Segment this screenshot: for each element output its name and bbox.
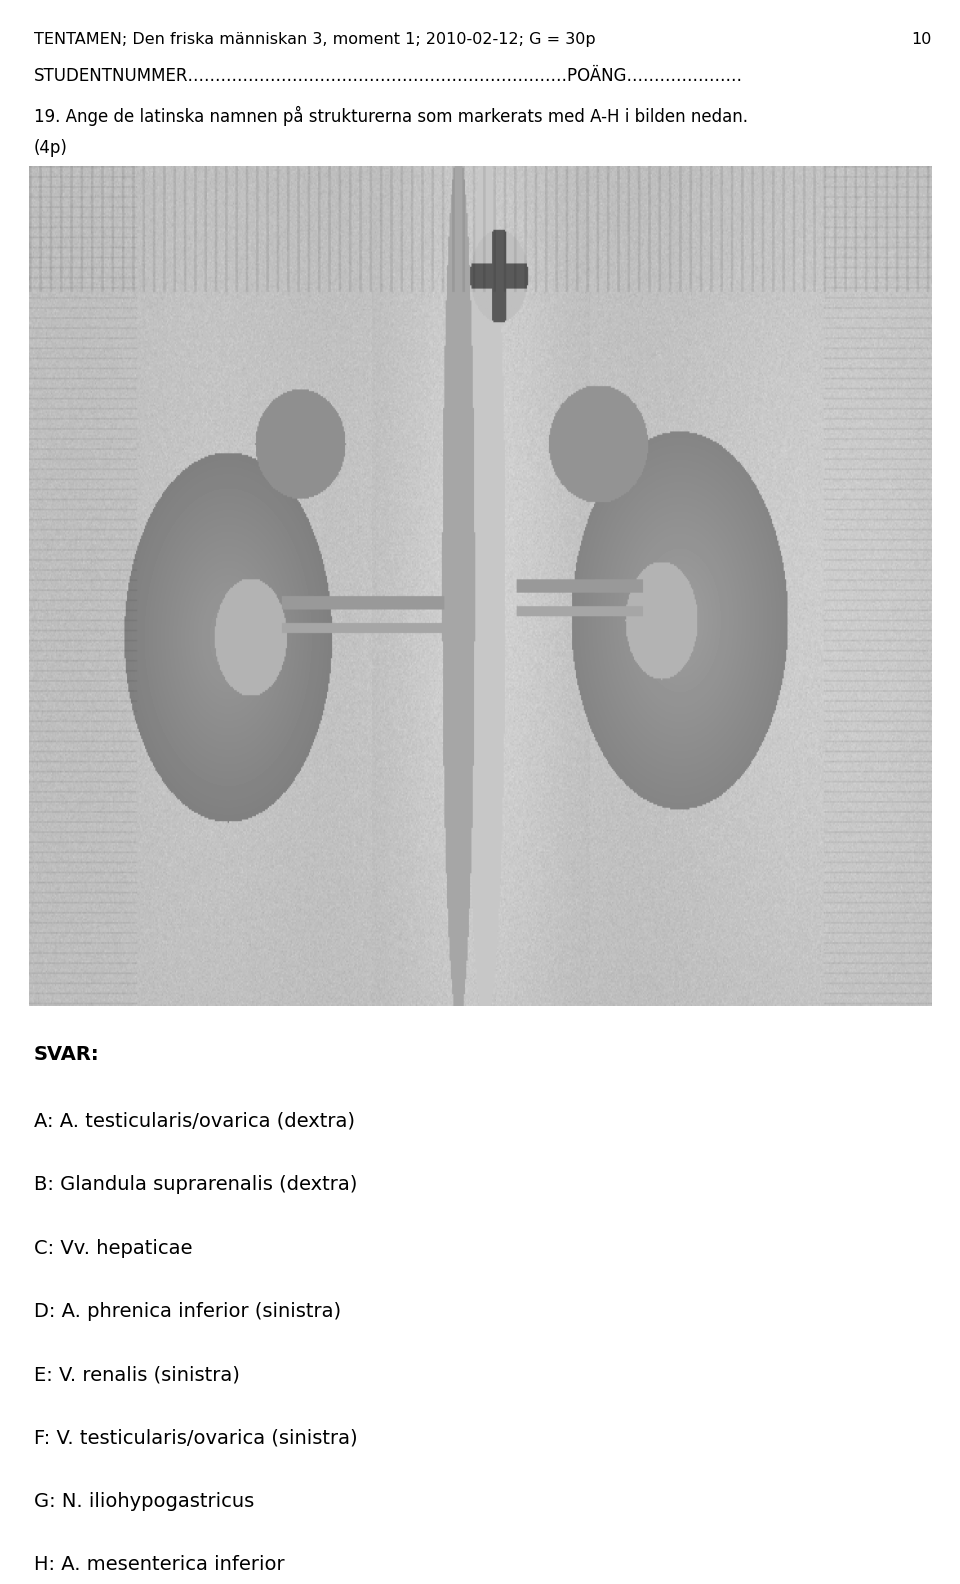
Text: B: B (62, 217, 82, 242)
Text: G: G (863, 586, 884, 611)
Text: D: D (863, 304, 884, 329)
Text: 19. Ange de latinska namnen på strukturerna som markerats med A-H i bilden nedan: 19. Ange de latinska namnen på strukture… (34, 106, 748, 127)
Text: H: H (863, 687, 884, 713)
Text: D: A. phrenica inferior (sinistra): D: A. phrenica inferior (sinistra) (34, 1302, 341, 1321)
Text: STUDENTNUMMER……………………………………………………………POÄNG…………………: STUDENTNUMMER……………………………………………………………POÄN… (34, 67, 743, 84)
Text: F: F (865, 489, 882, 515)
Text: F: V. testicularis/ovarica (sinistra): F: V. testicularis/ovarica (sinistra) (34, 1429, 357, 1448)
Text: B: Glandula suprarenalis (dextra): B: Glandula suprarenalis (dextra) (34, 1175, 357, 1194)
Text: G: N. iliohypogastricus: G: N. iliohypogastricus (34, 1492, 253, 1511)
Text: H: A. mesenterica inferior: H: A. mesenterica inferior (34, 1555, 284, 1574)
Text: E: E (865, 391, 882, 417)
Text: SVAR:: SVAR: (34, 1045, 99, 1064)
Text: 10: 10 (911, 32, 931, 46)
Text: A: A. testicularis/ovarica (dextra): A: A. testicularis/ovarica (dextra) (34, 1112, 354, 1131)
Text: A: A (62, 637, 82, 662)
Text: (4p): (4p) (34, 139, 67, 157)
Text: C: C (499, 185, 518, 211)
Text: TENTAMEN; Den friska människan 3, moment 1; 2010-02-12; G = 30p: TENTAMEN; Den friska människan 3, moment… (34, 32, 595, 46)
Text: C: Vv. hepaticae: C: Vv. hepaticae (34, 1239, 192, 1258)
Text: E: V. renalis (sinistra): E: V. renalis (sinistra) (34, 1365, 239, 1384)
